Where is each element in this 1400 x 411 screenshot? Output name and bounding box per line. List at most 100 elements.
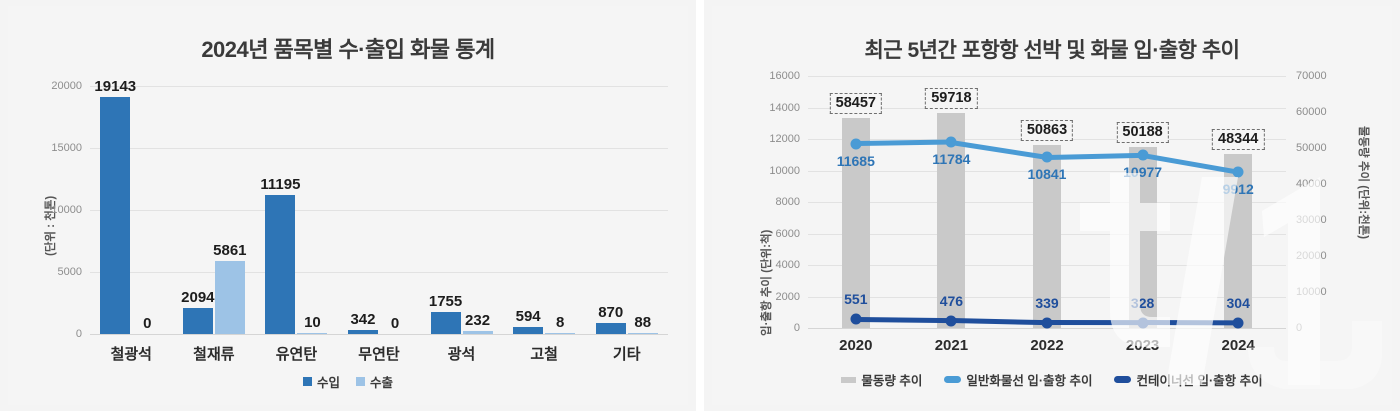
- bar-cargo-volume[interactable]: [841, 117, 870, 328]
- bar-group: 2094 5861 철재류: [173, 86, 256, 363]
- bar-export[interactable]: 10: [297, 314, 328, 334]
- gridline: [90, 210, 668, 211]
- legend-item-cargo-volume[interactable]: 물동량 추이: [841, 370, 922, 389]
- data-point-container[interactable]: [850, 313, 862, 325]
- y-axis-tick-label-primary: 6000: [775, 227, 800, 240]
- y-axis-tick-label-secondary: 50000: [1296, 142, 1327, 154]
- y-axis-tick-label-primary: 2000: [775, 290, 800, 303]
- legend-swatch-icon: [841, 376, 857, 383]
- gridline: [90, 334, 668, 335]
- bar-export[interactable]: 88: [627, 314, 658, 334]
- legend-item-container-ship[interactable]: 컨테이너선 입·출항 추이: [1114, 370, 1263, 389]
- legend-label: 컨테이너선 입·출항 추이: [1136, 374, 1263, 388]
- y-axis-tick-label-secondary: 60000: [1296, 106, 1327, 118]
- data-point-general-cargo[interactable]: [1137, 149, 1149, 161]
- data-point-container[interactable]: [1041, 317, 1053, 329]
- page-title-right: 최근 5년간 포항항 선박 및 화물 입·출항 추이: [864, 39, 1240, 62]
- bar-slot: 11195: [260, 86, 300, 334]
- bar-value-label: 2094: [181, 289, 215, 307]
- gridline: [90, 86, 668, 87]
- data-point-container[interactable]: [1232, 317, 1244, 329]
- bar-slot: 1755: [429, 86, 462, 334]
- legend-label: 일반화물선 입·출항 추이: [966, 374, 1093, 388]
- bar-import[interactable]: 870: [595, 304, 626, 334]
- x-axis-category-label: 유연탄: [275, 346, 318, 363]
- bar-chart-plot-area: 0 5000 10000 15000 20000 19143 0 철광석 2094 5861 철재류…: [51, 78, 668, 363]
- bar-group: 342 0 무연탄: [338, 86, 421, 363]
- line-segment-container: [1046, 320, 1143, 326]
- line-segment-container: [855, 316, 952, 323]
- bar-cargo-volume[interactable]: [937, 113, 966, 328]
- bar-import[interactable]: 1755: [429, 293, 462, 334]
- gridline: [808, 107, 1286, 109]
- x-axis-category-label: 기타: [612, 346, 641, 363]
- x-axis-year-label: 2024: [1221, 337, 1255, 354]
- x-axis-year-label: 2023: [1125, 337, 1160, 354]
- y-axis-tick-label: 15000: [51, 142, 82, 154]
- y-axis-tick-label-primary: 12000: [769, 133, 800, 145]
- bar-slot: 0: [132, 86, 162, 334]
- bar-import[interactable]: 11195: [260, 176, 300, 334]
- bar-export[interactable]: 5861: [213, 242, 247, 334]
- data-point-container[interactable]: [1137, 317, 1149, 329]
- chart-panel-import-export: 2024년 품목별 수·출입 화물 통계 (단위 : 천톤) 0 5000 1000…: [0, 0, 696, 411]
- data-point-general-cargo[interactable]: [945, 136, 957, 148]
- chart-panel-right-inner: 최근 5년간 포항항 선박 및 화물 입·출항 추이 입·출항 추이 (단위:척…: [712, 6, 1392, 405]
- legend-item-export[interactable]: 수출: [356, 372, 393, 391]
- bar-cargo-volume[interactable]: [1033, 144, 1061, 328]
- chart-legend-left: 수입 수출: [8, 372, 688, 391]
- bar-import[interactable]: 2094: [181, 289, 215, 334]
- bar-value-label: 594: [515, 307, 541, 325]
- bar-value-label: 5861: [213, 242, 247, 260]
- data-point-general-cargo[interactable]: [1041, 151, 1053, 163]
- x-axis-category-label: 철재류: [193, 346, 235, 363]
- data-point-general-cargo[interactable]: [1232, 166, 1244, 178]
- bar-export[interactable]: 232: [462, 312, 493, 334]
- y-axis-tick-label-primary: 0: [793, 322, 800, 334]
- y-axis-tick-label-secondary: 70000: [1296, 70, 1327, 82]
- legend-item-import[interactable]: 수입: [302, 372, 340, 391]
- bar-group: 594 8 고철: [503, 86, 586, 363]
- bar-value-label: 19143: [94, 77, 137, 95]
- bar-slot: 88: [627, 86, 658, 334]
- y-axis-tick-label-secondary: 30000: [1296, 214, 1327, 226]
- legend-label: 물동량 추이: [861, 374, 923, 388]
- bar-slot: 594: [513, 86, 544, 334]
- gridline: [90, 148, 668, 149]
- x-axis-category-label: 철광석: [110, 346, 152, 363]
- x-axis-category-label: 고철: [530, 346, 558, 363]
- legend-swatch-icon: [944, 376, 962, 383]
- bar-value-label: 88: [634, 313, 652, 331]
- y-axis-tick-label: 0: [75, 328, 82, 340]
- data-label-general-cargo: 10841: [1027, 166, 1067, 183]
- data-point-general-cargo[interactable]: [850, 138, 862, 150]
- bar-value-label: 8: [555, 313, 565, 331]
- bar-value-label-boxed: 50188: [1116, 122, 1169, 144]
- data-point-container[interactable]: [945, 315, 957, 326]
- bar-import[interactable]: 19143: [94, 78, 136, 334]
- bar-value-label-boxed: 59718: [925, 88, 978, 109]
- bar-import[interactable]: 342: [347, 311, 378, 334]
- y-axis-label-right-primary: 입·출항 추이 (단위:척): [761, 229, 773, 336]
- legend-label: 수입: [316, 376, 340, 390]
- legend-swatch-icon: [1114, 376, 1132, 383]
- bar-export[interactable]: 8: [545, 314, 576, 334]
- y-axis-tick-label-primary: 8000: [775, 196, 800, 208]
- bar-value-label: 870: [598, 304, 624, 322]
- chart-legend-right: 물동량 추이 일반화물선 입·출항 추이 컨테이너선 입·출항 추이: [712, 370, 1392, 389]
- y-axis-tick-label-primary: 4000: [775, 259, 800, 271]
- bar-slot: 0: [380, 86, 410, 334]
- data-label-container: 476: [939, 292, 964, 309]
- data-label-general-cargo: 11685: [836, 152, 875, 169]
- data-label-container: 328: [1130, 294, 1155, 311]
- bar-value-label-boxed: 58457: [829, 92, 882, 114]
- legend-item-general-cargo-ship[interactable]: 일반화물선 입·출항 추이: [944, 370, 1092, 389]
- x-axis-year-label: 2021: [934, 337, 969, 354]
- data-label-general-cargo: 9912: [1222, 180, 1254, 197]
- data-label-general-cargo: 11784: [932, 151, 971, 168]
- bar-import[interactable]: 594: [513, 308, 544, 334]
- y-axis-tick-label: 5000: [57, 266, 82, 278]
- legend-label: 수출: [370, 376, 394, 390]
- y-axis-tick-label: 20000: [51, 80, 82, 92]
